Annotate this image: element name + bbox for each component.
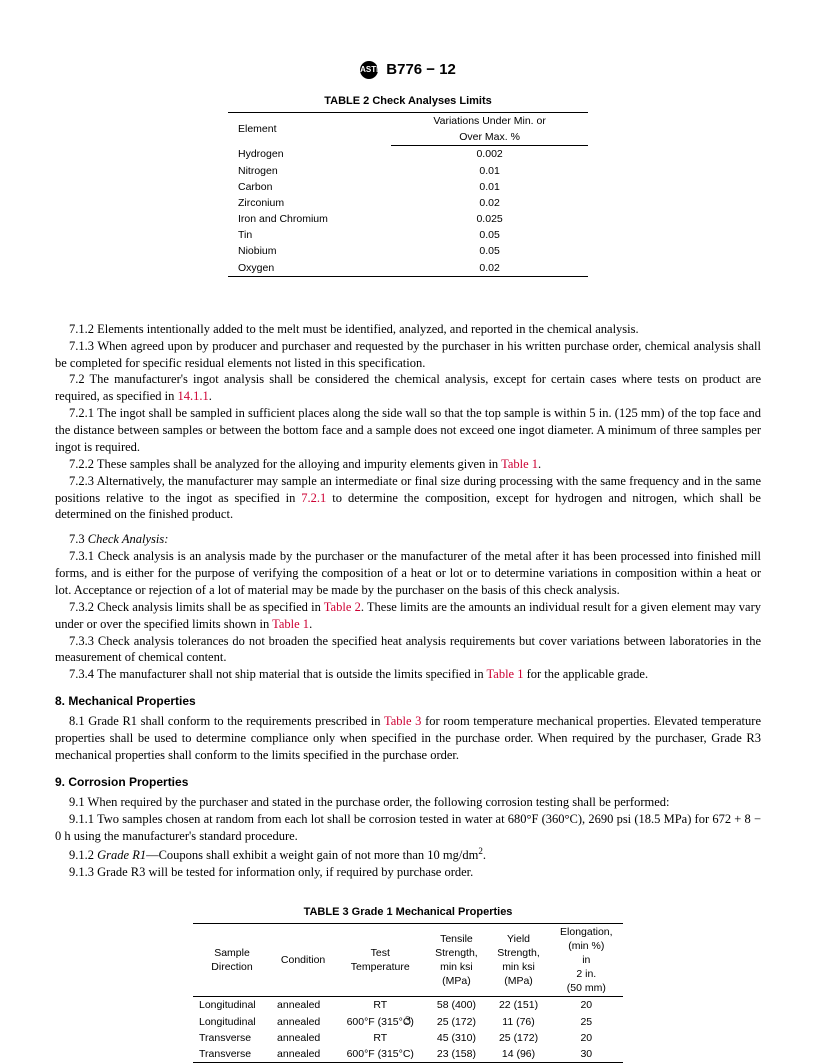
table-row: Oxygen0.02 xyxy=(228,260,588,277)
ref-14.1.1[interactable]: 14.1.1 xyxy=(178,389,209,403)
t2-element: Nitrogen xyxy=(228,163,391,179)
t3-h5: YieldStrength,min ksi(MPa) xyxy=(487,923,549,997)
para-7.1.2: 7.1.2 Elements intentionally added to th… xyxy=(55,321,761,338)
t2-value: 0.002 xyxy=(391,146,588,163)
t3-h1: SampleDirection xyxy=(193,923,271,997)
para-9.1: 9.1 When required by the purchaser and s… xyxy=(55,794,761,811)
table2: Element Variations Under Min. or Over Ma… xyxy=(228,112,588,277)
t3-h6: Elongation,(min %)in2 in.(50 mm) xyxy=(550,923,623,997)
t3-cell: 20 xyxy=(550,1030,623,1046)
para-9.1.3: 9.1.3 Grade R3 will be tested for inform… xyxy=(55,864,761,881)
t2-element: Zirconium xyxy=(228,195,391,211)
para-8.1: 8.1 Grade R1 shall conform to the requir… xyxy=(55,713,761,764)
table-row: Hydrogen0.002 xyxy=(228,146,588,163)
t3-cell: Transverse xyxy=(193,1030,271,1046)
table3-caption: TABLE 3 Grade 1 Mechanical Properties xyxy=(55,905,761,920)
astm-logo-icon: ASTM xyxy=(360,61,378,79)
t3-cell: 30 xyxy=(550,1046,623,1063)
table2-caption: TABLE 2 Check Analyses Limits xyxy=(55,94,761,109)
para-7.3-head: 7.3 Check Analysis: xyxy=(55,531,761,548)
para-7.3.4: 7.3.4 The manufacturer shall not ship ma… xyxy=(55,666,761,683)
t2-value: 0.02 xyxy=(391,195,588,211)
table3: SampleDirection Condition TestTemperatur… xyxy=(193,923,623,1063)
doc-header: ASTM B776 − 12 xyxy=(55,60,761,80)
t3-h3: TestTemperature xyxy=(335,923,425,997)
para-7.2: 7.2 The manufacturer's ingot analysis sh… xyxy=(55,371,761,405)
para-7.3.3: 7.3.3 Check analysis tolerances do not b… xyxy=(55,633,761,667)
t2-col2b: Over Max. % xyxy=(391,129,588,146)
t3-cell: 45 (310) xyxy=(425,1030,487,1046)
t3-cell: 25 (172) xyxy=(487,1030,549,1046)
t3-cell: Transverse xyxy=(193,1046,271,1063)
t2-element: Iron and Chromium xyxy=(228,211,391,227)
t2-value: 0.05 xyxy=(391,227,588,243)
table-row: Niobium0.05 xyxy=(228,243,588,259)
t2-element: Niobium xyxy=(228,243,391,259)
t2-value: 0.01 xyxy=(391,179,588,195)
page-number: 3 xyxy=(0,1012,816,1028)
para-7.2.3: 7.2.3 Alternatively, the manufacturer ma… xyxy=(55,473,761,524)
t3-h4: TensileStrength,min ksi(MPa) xyxy=(425,923,487,997)
t2-value: 0.05 xyxy=(391,243,588,259)
t3-cell: annealed xyxy=(271,1030,335,1046)
ref-table1-a[interactable]: Table 1 xyxy=(501,457,538,471)
t2-element: Carbon xyxy=(228,179,391,195)
t3-h2: Condition xyxy=(271,923,335,997)
doc-id: B776 − 12 xyxy=(386,61,456,78)
ref-table2[interactable]: Table 2 xyxy=(324,600,361,614)
table-row: Transverseannealed600°F (315°C)23 (158)1… xyxy=(193,1046,623,1063)
t3-cell: 600°F (315°C) xyxy=(335,1046,425,1063)
t3-cell: annealed xyxy=(271,1046,335,1063)
t2-element: Oxygen xyxy=(228,260,391,277)
t3-cell: 14 (96) xyxy=(487,1046,549,1063)
table-row: Iron and Chromium0.025 xyxy=(228,211,588,227)
para-7.3.2: 7.3.2 Check analysis limits shall be as … xyxy=(55,599,761,633)
para-9.1.2: 9.1.2 Grade R1—Coupons shall exhibit a w… xyxy=(55,845,761,864)
t2-value: 0.025 xyxy=(391,211,588,227)
t3-cell: RT xyxy=(335,1030,425,1046)
t3-cell: 23 (158) xyxy=(425,1046,487,1063)
para-7.2.1: 7.2.1 The ingot shall be sampled in suff… xyxy=(55,405,761,456)
para-9.1.1: 9.1.1 Two samples chosen at random from … xyxy=(55,811,761,845)
ref-table1-b[interactable]: Table 1 xyxy=(272,617,309,631)
t2-value: 0.02 xyxy=(391,260,588,277)
table-row: TransverseannealedRT45 (310)25 (172)20 xyxy=(193,1030,623,1046)
para-7.2.2: 7.2.2 These samples shall be analyzed fo… xyxy=(55,456,761,473)
table-row: Tin0.05 xyxy=(228,227,588,243)
ref-table3[interactable]: Table 3 xyxy=(384,714,421,728)
table-row: Zirconium0.02 xyxy=(228,195,588,211)
section-8-head: 8. Mechanical Properties xyxy=(55,693,761,709)
para-7.1.3: 7.1.3 When agreed upon by producer and p… xyxy=(55,338,761,372)
t2-col2a: Variations Under Min. or xyxy=(391,113,588,130)
ref-table1-c[interactable]: Table 1 xyxy=(487,667,524,681)
table-row: Nitrogen0.01 xyxy=(228,163,588,179)
t2-col1: Element xyxy=(228,113,391,146)
t2-value: 0.01 xyxy=(391,163,588,179)
section-9-head: 9. Corrosion Properties xyxy=(55,774,761,790)
t2-element: Hydrogen xyxy=(228,146,391,163)
ref-7.2.1[interactable]: 7.2.1 xyxy=(301,491,326,505)
table-row: Carbon0.01 xyxy=(228,179,588,195)
para-7.3.1: 7.3.1 Check analysis is an analysis made… xyxy=(55,548,761,599)
t2-element: Tin xyxy=(228,227,391,243)
